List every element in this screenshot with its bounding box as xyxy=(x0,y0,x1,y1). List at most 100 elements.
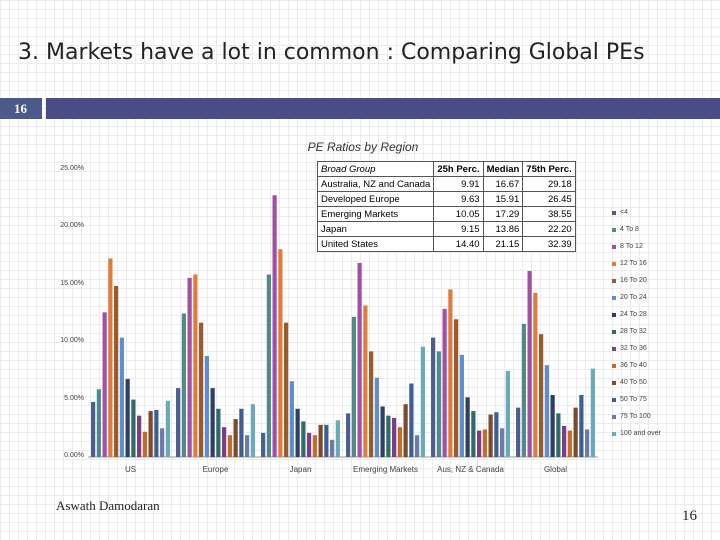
legend-item: 100 and over xyxy=(612,425,661,442)
y-tick-label: 20.00% xyxy=(60,222,84,230)
page-number: 16 xyxy=(682,508,697,524)
table-header: 25h Perc. xyxy=(433,161,484,177)
bar xyxy=(454,319,459,457)
table-cell: 17.29 xyxy=(482,206,524,222)
bar xyxy=(392,417,397,457)
pe-ratio-table: Broad Group 25h Perc. Median 75th Perc. … xyxy=(316,161,576,252)
table-cell: 26.45 xyxy=(522,191,576,207)
bar xyxy=(199,322,204,457)
y-tick-label: 5.00% xyxy=(64,394,84,402)
bar xyxy=(471,411,476,457)
bar xyxy=(442,308,447,457)
legend-label: 20 To 24 xyxy=(620,294,647,301)
bar xyxy=(386,415,391,457)
bar xyxy=(250,404,255,457)
bar xyxy=(431,337,436,457)
bar xyxy=(505,370,510,457)
bar xyxy=(96,389,101,457)
legend-item: 4 To 8 xyxy=(612,221,661,238)
table-header: 75th Perc. xyxy=(522,161,576,177)
x-tick-label: Global xyxy=(543,465,568,474)
table-header: Broad Group xyxy=(316,161,435,177)
legend-swatch xyxy=(612,397,616,402)
bar xyxy=(125,378,130,457)
table-cell: 9.15 xyxy=(433,221,484,237)
bar xyxy=(318,424,323,457)
bar xyxy=(409,383,414,457)
legend-item: 8 To 12 xyxy=(612,238,661,255)
x-tick-label: Aus, NZ & Canada xyxy=(437,465,504,474)
table-row: Developed Europe 9.63 15.91 26.45 xyxy=(316,191,576,207)
bar xyxy=(289,381,294,457)
legend-label: 24 To 28 xyxy=(620,311,647,318)
legend-item: 20 To 24 xyxy=(612,289,661,306)
table-cell: 15.91 xyxy=(482,191,524,207)
bar xyxy=(346,413,351,457)
legend-swatch xyxy=(612,346,616,351)
table-cell: 10.05 xyxy=(433,206,484,222)
bar xyxy=(590,368,595,457)
legend-label: 12 To 16 xyxy=(620,260,647,267)
bar xyxy=(363,305,368,457)
table-row: Emerging Markets 10.05 17.29 38.55 xyxy=(316,206,576,222)
legend-item: 50 To 75 xyxy=(612,391,661,408)
legend-swatch xyxy=(612,210,616,215)
table-cell: 9.63 xyxy=(433,191,484,207)
bar xyxy=(204,355,209,457)
title-band xyxy=(46,98,720,119)
bar xyxy=(527,271,532,457)
bar xyxy=(142,431,147,457)
bar xyxy=(556,413,561,457)
y-tick-label: 10.00% xyxy=(60,337,84,345)
y-tick-label: 15.00% xyxy=(60,279,84,287)
legend-label: <4 xyxy=(620,209,628,216)
bar xyxy=(307,432,312,457)
y-tick-label: 0.00% xyxy=(64,452,84,459)
legend-label: 100 and over xyxy=(620,430,661,437)
chart-legend: <4 4 To 8 8 To 12 12 To 16 16 To 20 20 To 24 2… xyxy=(612,204,661,442)
bar xyxy=(154,409,159,457)
legend-swatch xyxy=(612,312,616,317)
bar xyxy=(403,404,408,457)
x-tick-label: Emerging Markets xyxy=(353,465,418,474)
bar xyxy=(295,408,300,457)
x-tick-label: US xyxy=(124,465,137,474)
bar xyxy=(533,292,538,457)
bar xyxy=(415,435,420,457)
bar xyxy=(420,346,425,457)
slide-title: 3. Markets have a lot in common : Compar… xyxy=(18,40,645,65)
bar xyxy=(351,316,356,457)
bar xyxy=(374,377,379,457)
legend-label: 50 To 75 xyxy=(620,396,647,403)
legend-swatch xyxy=(612,227,616,232)
bar xyxy=(210,388,215,457)
y-tick-label: 25.00% xyxy=(60,165,84,172)
bar xyxy=(181,313,186,457)
bar xyxy=(465,397,470,457)
bar xyxy=(357,262,362,457)
legend-label: 28 To 32 xyxy=(620,328,647,335)
bar xyxy=(436,351,441,457)
bar xyxy=(239,408,244,457)
legend-item: 36 To 40 xyxy=(612,357,661,374)
table-cell: 22.20 xyxy=(522,221,576,237)
table-cell: United States xyxy=(316,236,435,252)
bar xyxy=(165,400,170,457)
legend-label: 75 To 100 xyxy=(620,413,651,420)
legend-label: 4 To 8 xyxy=(620,226,639,233)
table-header-row: Broad Group 25h Perc. Median 75th Perc. xyxy=(316,161,576,177)
x-tick-label: Europe xyxy=(202,465,229,474)
legend-item: 24 To 28 xyxy=(612,306,661,323)
bar xyxy=(312,435,317,457)
bar xyxy=(539,334,544,457)
bar xyxy=(187,277,192,457)
bar xyxy=(176,388,181,457)
bar xyxy=(114,285,119,457)
bar xyxy=(397,427,402,457)
bar xyxy=(233,419,238,457)
bar xyxy=(544,365,549,457)
bar xyxy=(459,354,464,457)
legend-swatch xyxy=(612,329,616,334)
bar xyxy=(585,429,590,457)
bar xyxy=(482,429,487,457)
